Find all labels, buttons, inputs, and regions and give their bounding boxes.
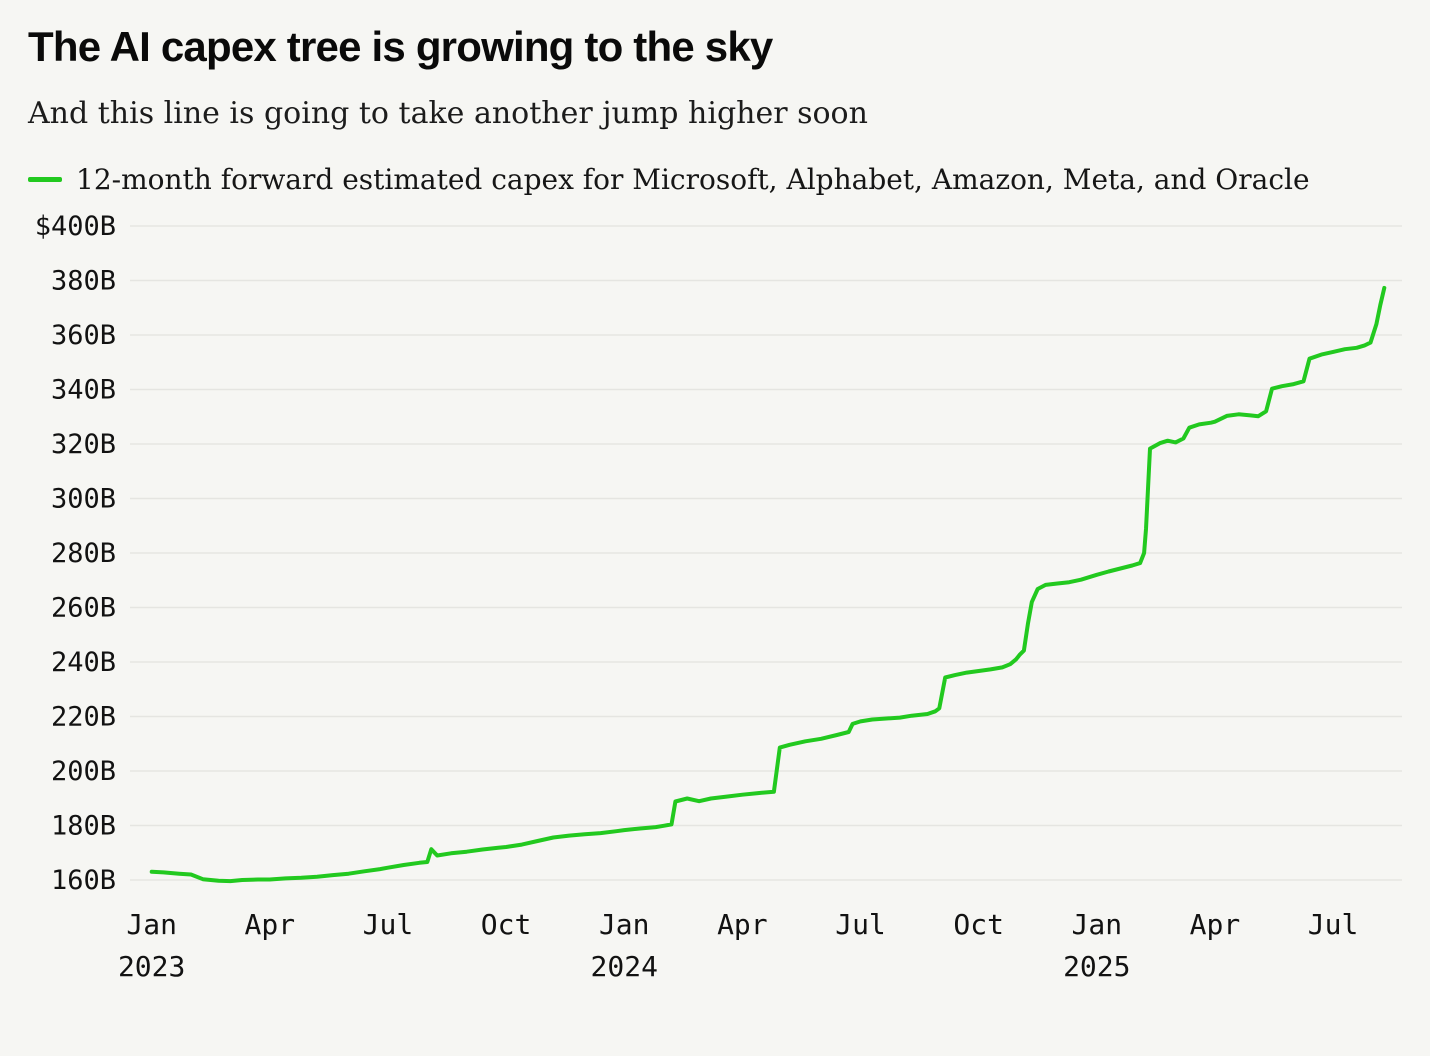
chart-legend: 12-month forward estimated capex for Mic… [28,163,1400,196]
chart-header: The AI capex tree is growing to the sky … [0,0,1430,196]
x-axis-tick-label: Jan [126,908,177,941]
capex-series-line [149,286,1387,884]
x-axis-tick-label: Jul [363,908,414,941]
chart-subtitle: And this line is going to take another j… [28,96,868,132]
y-axis-tick-label: 180B [51,811,116,842]
y-axis-tick-label: 160B [51,865,116,896]
y-axis-tick-label: 220B [51,702,116,733]
y-axis-tick-label: 360B [51,320,116,351]
y-axis-tick-label: 200B [51,756,116,787]
x-axis-year-label: 2025 [1063,950,1130,983]
x-axis-tick-label: Apr [1190,908,1241,941]
y-axis-tick-label: 320B [51,429,116,460]
x-axis-tick-label: Jan [599,908,650,941]
page-title: The AI capex tree is growing to the sky [28,23,773,70]
x-axis-tick-label: Apr [717,908,768,941]
y-axis-tick-label: $400B [35,211,116,242]
y-axis-tick-label: 300B [51,484,116,515]
x-axis-tick-label: Apr [245,908,296,941]
y-axis-tick-label: 260B [51,593,116,624]
x-axis-tick-label: Jul [1308,908,1359,941]
y-axis-tick-label: 380B [51,266,116,297]
x-axis-year-label: 2024 [591,950,658,983]
x-axis-tick-label: Oct [953,908,1004,941]
capex-line-chart: $400B 380B 360B 340B 320B 300B 280B 260B 240B 220… [35,211,1402,983]
y-axis-tick-label: 280B [51,538,116,569]
legend-label: 12-month forward estimated capex for Mic… [76,163,1310,197]
x-axis-year-label: 2023 [118,950,185,983]
x-axis-tick-label: Oct [481,908,532,941]
y-axis-tick-label: 240B [51,647,116,678]
chart-area: $400B 380B 360B 340B 320B 300B 280B 260B 240B 220… [0,208,1430,1013]
x-axis-tick-label: Jul [835,908,886,941]
legend-line-swatch-icon [28,177,62,183]
x-axis-tick-label: Jan [1072,908,1123,941]
y-axis-tick-label: 340B [51,375,116,406]
